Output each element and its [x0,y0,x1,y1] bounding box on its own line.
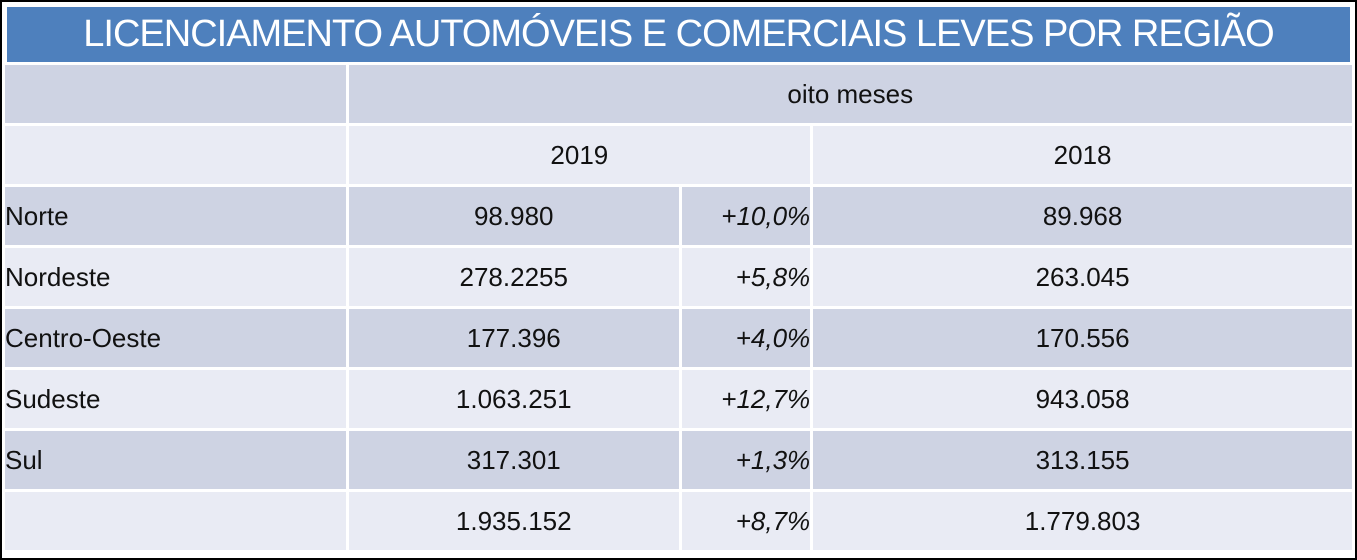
pct-change-cell: +8,7% [681,492,811,550]
value-2018-cell: 89.968 [813,187,1352,245]
value-2018-cell: 263.045 [813,248,1352,306]
period-header-row: oito meses [5,65,1352,123]
licensing-table: oito meses 2019 2018 Norte 98.980 +10,0%… [2,62,1355,553]
value-2018-cell: 1.779.803 [813,492,1352,550]
pct-change-cell: +1,3% [681,431,811,489]
region-cell: Nordeste [5,248,346,306]
pct-change-cell: +10,0% [681,187,811,245]
page-title: LICENCIAMENTO AUTOMÓVEIS E COMERCIAIS LE… [7,7,1350,62]
table-row-total: 1.935.152 +8,7% 1.779.803 [5,492,1352,550]
pct-change-cell: +4,0% [681,309,811,367]
year-2018-header: 2018 [813,126,1352,184]
value-2019-cell: 177.396 [348,309,679,367]
region-cell: Sul [5,431,346,489]
value-2018-cell: 170.556 [813,309,1352,367]
region-cell: Centro-Oeste [5,309,346,367]
table-row-sul: Sul 317.301 +1,3% 313.155 [5,431,1352,489]
table-row-sudeste: Sudeste 1.063.251 +12,7% 943.058 [5,370,1352,428]
region-cell [5,492,346,550]
value-2019-cell: 1.063.251 [348,370,679,428]
value-2019-cell: 317.301 [348,431,679,489]
table-row-centro-oeste: Centro-Oeste 177.396 +4,0% 170.556 [5,309,1352,367]
pct-change-cell: +5,8% [681,248,811,306]
year-header-row: 2019 2018 [5,126,1352,184]
value-2018-cell: 313.155 [813,431,1352,489]
table-row-norte: Norte 98.980 +10,0% 89.968 [5,187,1352,245]
period-header-cell: oito meses [348,65,1352,123]
region-cell: Sudeste [5,370,346,428]
pct-change-cell: +12,7% [681,370,811,428]
year-2019-header: 2019 [348,126,811,184]
value-2018-cell: 943.058 [813,370,1352,428]
table-row-nordeste: Nordeste 278.2255 +5,8% 263.045 [5,248,1352,306]
region-cell: Norte [5,187,346,245]
value-2019-cell: 98.980 [348,187,679,245]
value-2019-cell: 1.935.152 [348,492,679,550]
corner-empty-cell [5,65,346,123]
corner-empty-cell [5,126,346,184]
value-2019-cell: 278.2255 [348,248,679,306]
